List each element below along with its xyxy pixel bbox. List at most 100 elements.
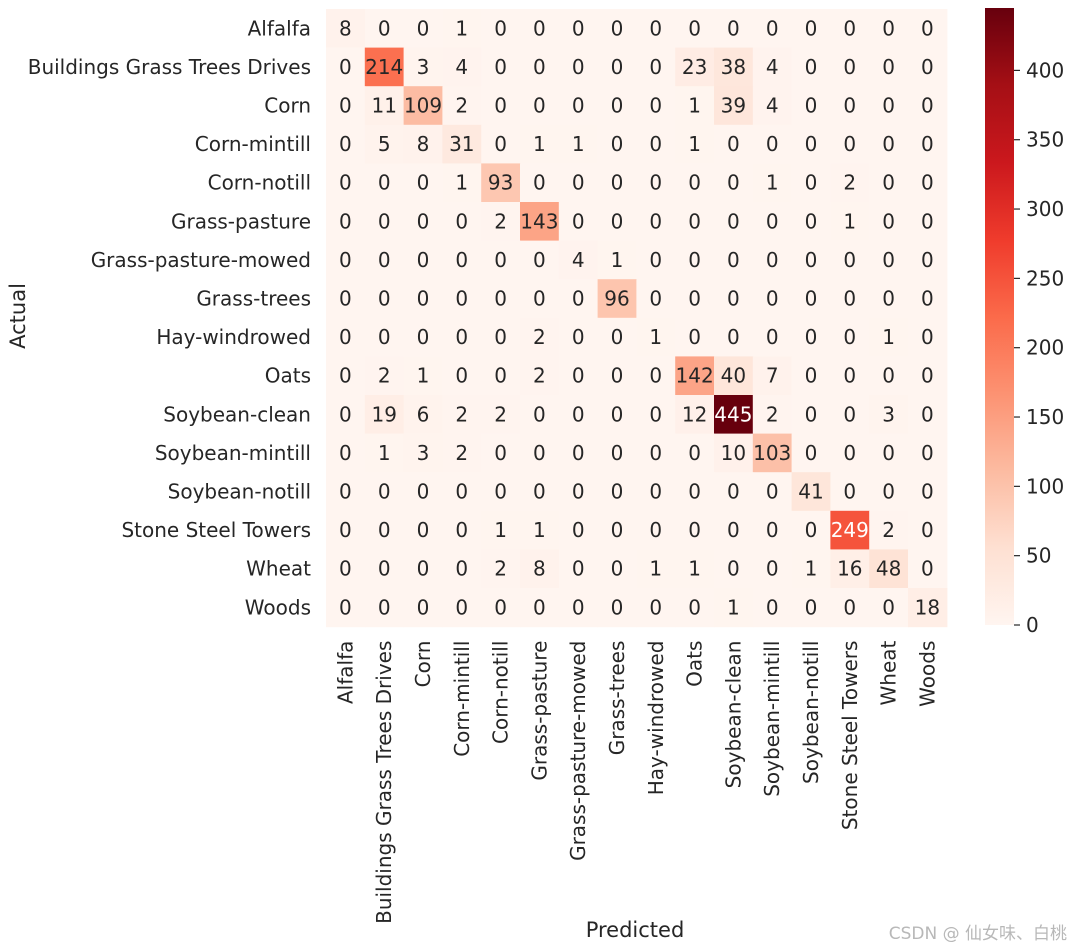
heatmap-cell xyxy=(791,240,831,280)
cell-value-label: 0 xyxy=(494,132,507,156)
cell-value-label: 0 xyxy=(378,171,391,195)
cell-value-label: 0 xyxy=(339,209,352,233)
heatmap-cell xyxy=(558,433,599,473)
cell-value-label: 0 xyxy=(921,287,934,311)
cell-value-label: 0 xyxy=(688,171,701,195)
y-tick-label: Corn-mintill xyxy=(195,132,311,156)
heatmap-cell xyxy=(830,395,870,435)
cell-value-label: 0 xyxy=(882,595,895,619)
heatmap-cell xyxy=(752,163,793,203)
heatmap-cell xyxy=(830,279,870,319)
cell-value-label: 0 xyxy=(766,595,779,619)
cell-value-label: 4 xyxy=(766,94,779,118)
cell-value-label: 19 xyxy=(371,402,396,426)
heatmap-cell xyxy=(675,510,715,550)
cell-value-label: 0 xyxy=(494,248,507,272)
cell-value-label: 1 xyxy=(688,94,701,118)
heatmap-cell xyxy=(326,124,366,164)
colorbar-tick-label: 300 xyxy=(1026,197,1064,221)
cell-value-label: 0 xyxy=(727,171,740,195)
cell-value-label: 2 xyxy=(766,402,779,426)
cell-value-label: 0 xyxy=(339,171,352,195)
x-tick-label: Corn xyxy=(411,641,435,688)
cell-value-label: 0 xyxy=(572,364,585,388)
cell-value-label: 0 xyxy=(611,595,624,619)
y-axis-label: Actual xyxy=(6,283,30,349)
heatmap-cell xyxy=(636,395,676,435)
cell-value-label: 0 xyxy=(805,132,818,156)
cell-value-label: 1 xyxy=(688,132,701,156)
heatmap-cell xyxy=(908,202,948,242)
heatmap-cell xyxy=(636,86,676,126)
cell-value-label: 0 xyxy=(727,518,740,542)
heatmap-cell xyxy=(442,395,482,435)
heatmap-cell xyxy=(908,588,948,628)
cell-value-label: 0 xyxy=(494,16,507,40)
heatmap-cell xyxy=(869,279,909,319)
heatmap-cell xyxy=(558,163,599,203)
heatmap-cell xyxy=(675,549,715,589)
cell-value-label: 0 xyxy=(378,16,391,40)
cell-value-label: 0 xyxy=(805,441,818,465)
x-tick-label: Alfalfa xyxy=(333,641,357,704)
cell-value-label: 0 xyxy=(649,518,662,542)
heatmap-cell xyxy=(481,202,521,242)
cell-value-label: 0 xyxy=(611,94,624,118)
cell-value-label: 0 xyxy=(805,248,818,272)
heatmap-cell xyxy=(791,433,831,473)
heatmap-cell xyxy=(403,124,443,164)
heatmap-cell xyxy=(675,433,715,473)
cell-value-label: 0 xyxy=(843,94,856,118)
heatmap-cell xyxy=(520,124,560,164)
cell-value-label: 31 xyxy=(449,132,474,156)
cell-value-label: 41 xyxy=(798,480,823,504)
cell-value-label: 0 xyxy=(649,402,662,426)
cell-value-label: 0 xyxy=(727,325,740,349)
cell-value-label: 0 xyxy=(533,595,546,619)
heatmap-cell xyxy=(636,317,676,357)
cell-value-label: 0 xyxy=(649,55,662,79)
heatmap-cell xyxy=(442,124,482,164)
cell-value-label: 39 xyxy=(721,94,746,118)
heatmap-cell xyxy=(558,510,599,550)
heatmap-cell xyxy=(481,240,521,280)
cell-value-label: 0 xyxy=(339,402,352,426)
cell-value-label: 0 xyxy=(533,480,546,504)
heatmap-cell xyxy=(636,588,676,628)
heatmap-cell xyxy=(597,279,637,319)
cell-value-label: 0 xyxy=(494,595,507,619)
heatmap-cell xyxy=(675,163,715,203)
heatmap-cell xyxy=(791,86,831,126)
heatmap-cell xyxy=(869,124,909,164)
cell-value-label: 0 xyxy=(843,132,856,156)
cell-value-label: 0 xyxy=(611,325,624,349)
heatmap-cell xyxy=(830,317,870,357)
cell-value-label: 249 xyxy=(831,518,869,542)
cell-value-label: 0 xyxy=(649,94,662,118)
heatmap-cell xyxy=(481,472,521,512)
cell-value-label: 2 xyxy=(378,364,391,388)
heatmap-cell xyxy=(520,395,560,435)
heatmap-cell xyxy=(326,472,366,512)
cell-value-label: 0 xyxy=(378,595,391,619)
cell-value-label: 93 xyxy=(488,171,513,195)
cell-value-label: 0 xyxy=(727,209,740,233)
cell-value-label: 0 xyxy=(417,171,430,195)
cell-value-label: 23 xyxy=(682,55,707,79)
cell-value-label: 0 xyxy=(533,248,546,272)
heatmap-cell xyxy=(830,9,870,49)
cell-value-label: 0 xyxy=(843,55,856,79)
colorbar-ticks: 0 50 100 150 200 250 300 350 400 xyxy=(1014,58,1064,637)
cell-value-label: 0 xyxy=(688,441,701,465)
heatmap-cell xyxy=(520,202,560,242)
heatmap-cell xyxy=(364,240,405,280)
heatmap-cell xyxy=(442,317,482,357)
cell-value-label: 0 xyxy=(766,287,779,311)
cell-value-label: 3 xyxy=(417,55,430,79)
heatmap-cell xyxy=(830,588,870,628)
cell-value-label: 4 xyxy=(455,55,468,79)
cell-value-label: 0 xyxy=(417,325,430,349)
cell-value-label: 0 xyxy=(727,287,740,311)
y-tick-label: Hay-windrowed xyxy=(156,325,311,349)
heatmap-cell xyxy=(714,356,754,396)
